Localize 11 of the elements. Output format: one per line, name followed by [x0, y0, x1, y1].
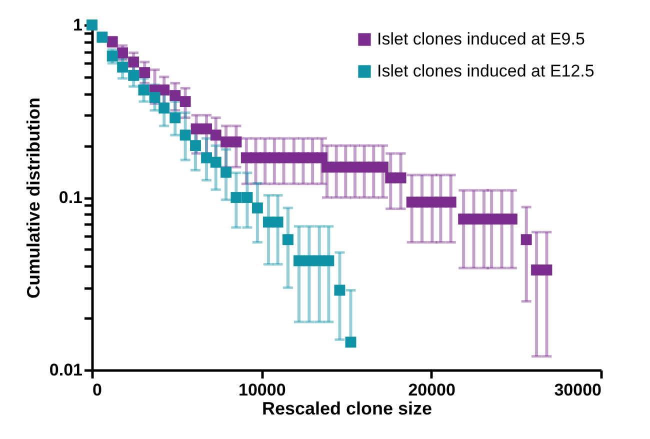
y-axis-title: Cumulative distribution	[23, 97, 44, 299]
legend-label: Islet clones induced at E9.5	[377, 30, 585, 48]
legend-label: Islet clones induced at E12.5	[377, 62, 594, 80]
x-tick-label: 20000	[408, 380, 456, 400]
x-tick-label: 0	[92, 380, 102, 400]
x-tick-label: 10000	[238, 380, 286, 400]
y-tick-label: 0.1	[58, 188, 82, 207]
x-tick-label: 30000	[554, 380, 602, 400]
x-axis-title: Rescaled clone size	[262, 398, 432, 418]
y-tick-label: 0.01	[49, 360, 82, 380]
y-tick-label: 1	[73, 16, 82, 34]
